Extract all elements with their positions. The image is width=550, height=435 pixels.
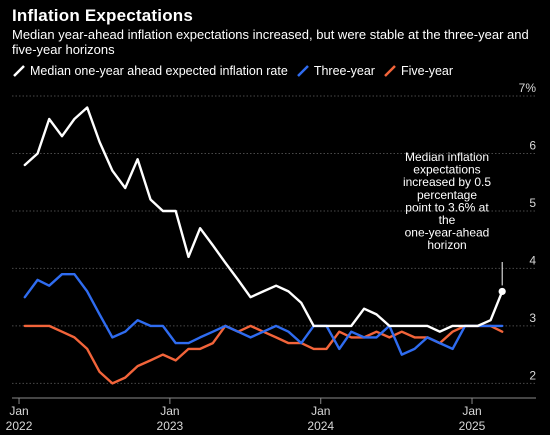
chart-subtitle: Median year-ahead inflation expectations… [12,27,529,57]
annotation-text-line: horizon [427,238,466,252]
legend-label-three-year: Three-year [313,64,375,78]
annotation-text-line: expectations [413,163,480,177]
y-tick-label: 4 [529,253,536,267]
y-tick-label: 5 [529,196,536,210]
y-tick-label: 7% [519,81,537,95]
three-year-expectation-line [23,273,504,356]
legend-label-one-year: Median one-year ahead expected inflation… [30,64,288,78]
y-axis-ticks: 2 3 4 5 6 7% [519,81,537,382]
legend-item-three-year: Three-year [296,64,375,78]
legend-item-five-year: Five-year [383,64,453,78]
x-tick-label-year: 2025 [459,419,486,433]
y-tick-label: 2 [529,368,536,382]
annotation-text-line: the [439,213,456,227]
x-tick-label-year: 2024 [307,419,334,433]
five-year-expectation-line [23,324,504,385]
legend: Median one-year ahead expected inflation… [12,64,461,78]
x-tick-label-year: 2022 [6,419,33,433]
legend-swatch-three-year [296,65,309,77]
x-tick-label-year: 2023 [157,419,184,433]
annotation-text-line: Median inflation [405,150,489,164]
annotation-text-line: point to 3.6% at [405,200,489,214]
annotation-text-line: increased by 0.5 [403,175,491,189]
one-year-expectation-line [23,106,504,333]
highlight-point [498,287,506,296]
x-tick-label-month: Jan [9,404,28,418]
y-tick-label: 3 [529,311,536,325]
annotation-text-line: one-year-ahead [405,226,490,240]
legend-label-five-year: Five-year [400,64,454,78]
grid-lines [12,95,536,399]
legend-item-one-year: Median one-year ahead expected inflation… [12,64,288,78]
x-tick-label-month: Jan [160,404,179,418]
y-tick-label: 6 [529,138,536,152]
chart-title: Inflation Expectations [12,6,194,25]
legend-swatch-five-year [384,65,396,77]
x-tick-label-month: Jan [311,404,330,418]
series-lines [23,106,504,385]
annotation-text-line: percentage [417,188,477,202]
legend-swatch-one-year [13,65,25,77]
x-tick-label-month: Jan [462,404,481,418]
